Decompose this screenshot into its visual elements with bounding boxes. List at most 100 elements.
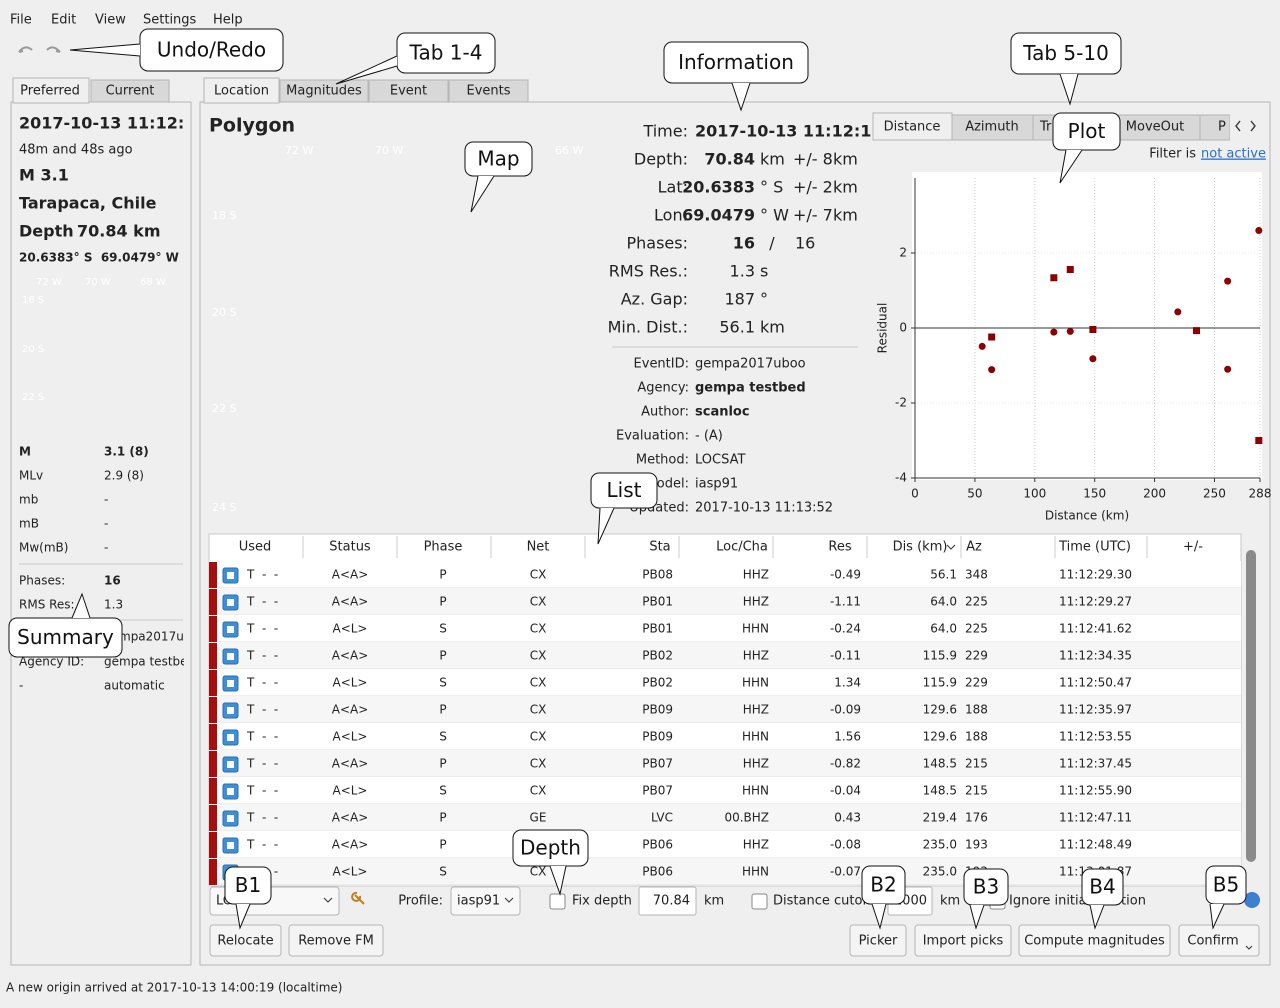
y-tick-label: -2 [895, 396, 907, 410]
checkbox-mark[interactable] [227, 707, 234, 714]
tab-label[interactable]: Distance [884, 120, 941, 135]
column-header[interactable]: +/- [1183, 540, 1203, 555]
tab[interactable] [368, 79, 449, 103]
row-marker [209, 724, 217, 750]
table-row[interactable] [209, 696, 1241, 723]
table-cell: 193 [965, 838, 988, 852]
magnitude-type: Mw(mB) [19, 541, 68, 555]
menu-arrow[interactable] [1245, 945, 1253, 950]
table-row[interactable] [209, 831, 1241, 858]
menu-item[interactable]: File [10, 13, 32, 28]
checkbox-mark[interactable] [227, 572, 234, 579]
checkbox-mark[interactable] [227, 815, 234, 822]
button[interactable] [288, 924, 384, 957]
info-icon[interactable] [1244, 892, 1260, 908]
tab[interactable] [279, 79, 369, 103]
tab[interactable] [1199, 114, 1231, 141]
button-label[interactable]: Relocate [217, 934, 273, 949]
button-label[interactable]: Confirm [1187, 934, 1238, 949]
settings-icon[interactable] [351, 891, 365, 905]
tab[interactable] [90, 79, 170, 103]
column-header[interactable]: Dis (km) [893, 540, 948, 555]
undo-redo-icons[interactable] [18, 46, 61, 53]
tab-label[interactable]: Tr [1039, 120, 1052, 135]
scrollbar-thumb[interactable] [1246, 550, 1256, 862]
tab[interactable] [872, 112, 953, 141]
column-header[interactable]: Phase [424, 540, 463, 555]
checkbox-mark[interactable] [227, 599, 234, 606]
table-row[interactable] [209, 615, 1241, 642]
checkbox-mark[interactable] [227, 734, 234, 741]
button-label[interactable]: Compute magnitudes [1024, 934, 1165, 949]
tab[interactable] [203, 77, 280, 104]
button[interactable] [209, 924, 282, 957]
checkbox-mark[interactable] [227, 761, 234, 768]
checkbox-mark[interactable] [227, 626, 234, 633]
tab-scroll-arrows[interactable] [1235, 120, 1256, 132]
callout-label: Tab 5-10 [1022, 41, 1109, 65]
table-row[interactable] [209, 804, 1241, 831]
combo-value[interactable]: iasp91 [457, 894, 500, 909]
tab[interactable] [951, 114, 1034, 141]
button-label[interactable]: Import picks [923, 934, 1004, 949]
table-row[interactable] [209, 588, 1241, 615]
checkbox-label[interactable]: Ignore initial location [1009, 894, 1146, 909]
combo-arrow[interactable] [504, 897, 514, 903]
button[interactable] [849, 924, 907, 957]
table-row[interactable] [209, 669, 1241, 696]
column-header[interactable]: Az [966, 540, 982, 555]
combo-arrow[interactable] [323, 897, 333, 903]
column-header[interactable]: Used [239, 540, 272, 555]
checkbox-label[interactable]: Fix depth [572, 894, 632, 909]
tab-label[interactable]: Magnitudes [286, 84, 362, 99]
button[interactable] [1178, 924, 1260, 957]
tab-label[interactable]: Location [214, 84, 269, 99]
magnitude-type: M [19, 445, 31, 459]
filter-link[interactable]: not active [1201, 147, 1266, 162]
checkbox[interactable] [751, 893, 768, 910]
menu-item[interactable]: Help [213, 13, 243, 28]
tab[interactable] [1109, 114, 1201, 141]
checkbox-mark[interactable] [227, 653, 234, 660]
table-row[interactable] [209, 642, 1241, 669]
coordinates: 20.6383° S 69.0479° W [19, 251, 179, 265]
menu-item[interactable]: Edit [51, 13, 76, 28]
row-marker [209, 589, 217, 615]
column-header[interactable]: Time (UTC) [1058, 540, 1131, 555]
tab-label[interactable]: Preferred [20, 84, 80, 99]
table-row[interactable] [209, 723, 1241, 750]
button-label[interactable]: Remove FM [298, 934, 374, 949]
checkbox-mark[interactable] [227, 842, 234, 849]
table-row[interactable] [209, 561, 1241, 588]
table-row[interactable] [209, 750, 1241, 777]
tab[interactable] [12, 77, 90, 104]
tab-label[interactable]: Events [466, 84, 510, 99]
table-row[interactable] [209, 777, 1241, 804]
menu-item[interactable]: Settings [143, 13, 197, 28]
checkbox[interactable] [549, 893, 566, 910]
column-header[interactable]: Loc/Cha [716, 540, 768, 555]
menu-item[interactable]: View [95, 13, 126, 28]
tab-label[interactable]: Azimuth [965, 120, 1019, 135]
checkbox-mark[interactable] [227, 788, 234, 795]
checkbox-label[interactable]: Distance cutoff [773, 894, 872, 909]
button[interactable] [914, 924, 1012, 957]
profile-combo[interactable] [450, 886, 521, 916]
input-value[interactable]: 70.84 [653, 894, 690, 909]
column-header[interactable]: Res [828, 540, 851, 555]
depth-input[interactable] [638, 886, 697, 916]
info-value: 70.84 [704, 150, 755, 169]
tab-label[interactable]: MoveOut [1126, 120, 1184, 135]
column-header[interactable]: Status [329, 540, 371, 555]
checkbox-mark[interactable] [227, 680, 234, 687]
detail-label: Evaluation: [616, 429, 689, 444]
column-header[interactable]: Net [527, 540, 550, 555]
table-row[interactable] [209, 858, 1241, 885]
tab-label[interactable]: Current [106, 84, 155, 99]
button-label[interactable]: Picker [859, 934, 898, 949]
tab-label[interactable]: P [1218, 120, 1226, 135]
tab[interactable] [448, 79, 529, 103]
residual-square [1050, 274, 1058, 282]
column-header[interactable]: Sta [649, 540, 670, 555]
tab-label[interactable]: Event [390, 84, 427, 99]
